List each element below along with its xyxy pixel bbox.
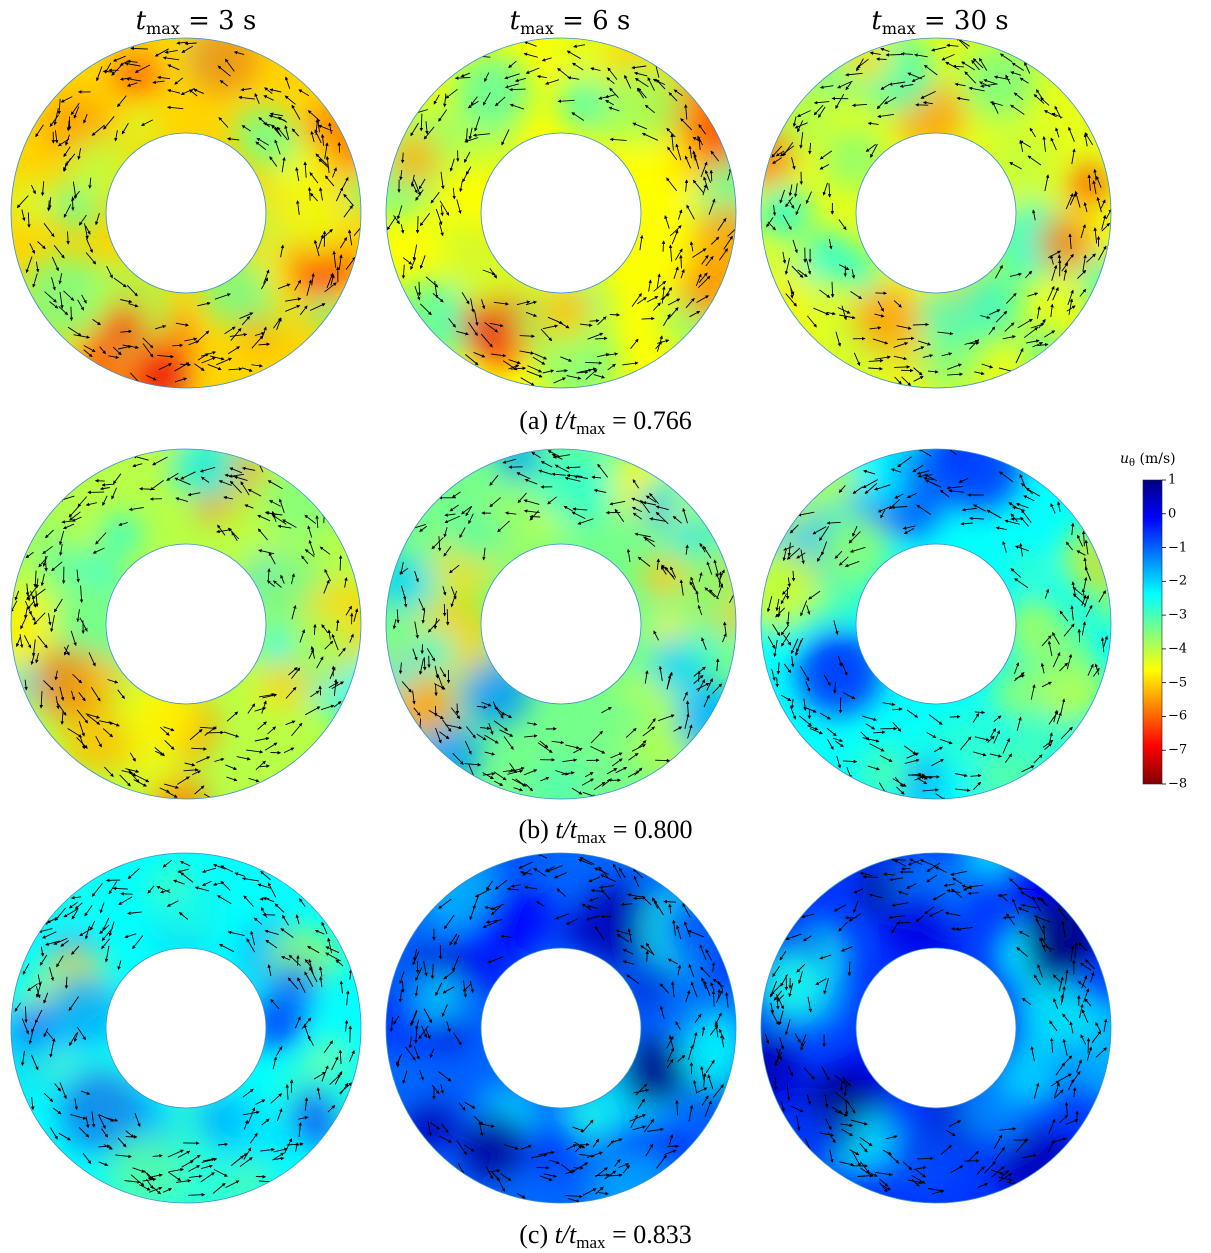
panel-a-2: [353, 10, 777, 403]
colorbar-tick-label: −4: [1168, 641, 1187, 656]
panel-c-2: [362, 837, 751, 1236]
colorbar-tick-label: −1: [1168, 540, 1187, 555]
panel-a-1: [5, 21, 384, 406]
colorbar-tick-label: 1: [1168, 473, 1176, 488]
colorbar-tick-label: −2: [1168, 574, 1187, 589]
colorbar: [1143, 480, 1166, 784]
panel-b-1: [0, 430, 387, 830]
panel-a-3: [729, 29, 1129, 390]
caption-b: (b) t/tmax = 0.800: [0, 815, 1211, 848]
panel-b-2: [361, 434, 767, 814]
caption-a: (a) t/tmax = 0.766: [0, 406, 1211, 439]
colorbar-label: uθ (m/s): [1120, 451, 1176, 469]
panel-c-1: [0, 851, 381, 1234]
panel-c-3: [730, 824, 1142, 1212]
panel-b-3: [732, 420, 1140, 821]
colorbar-tick-label: 0: [1168, 506, 1176, 521]
colorbar-tick-label: −3: [1168, 608, 1187, 623]
colorbar-tick-label: −8: [1168, 777, 1187, 792]
colorbar-tick-label: −6: [1168, 709, 1187, 724]
caption-c: (c) t/tmax = 0.833: [0, 1220, 1211, 1253]
colorbar-tick-label: −5: [1168, 675, 1187, 690]
colorbar-tick-label: −7: [1168, 743, 1187, 758]
